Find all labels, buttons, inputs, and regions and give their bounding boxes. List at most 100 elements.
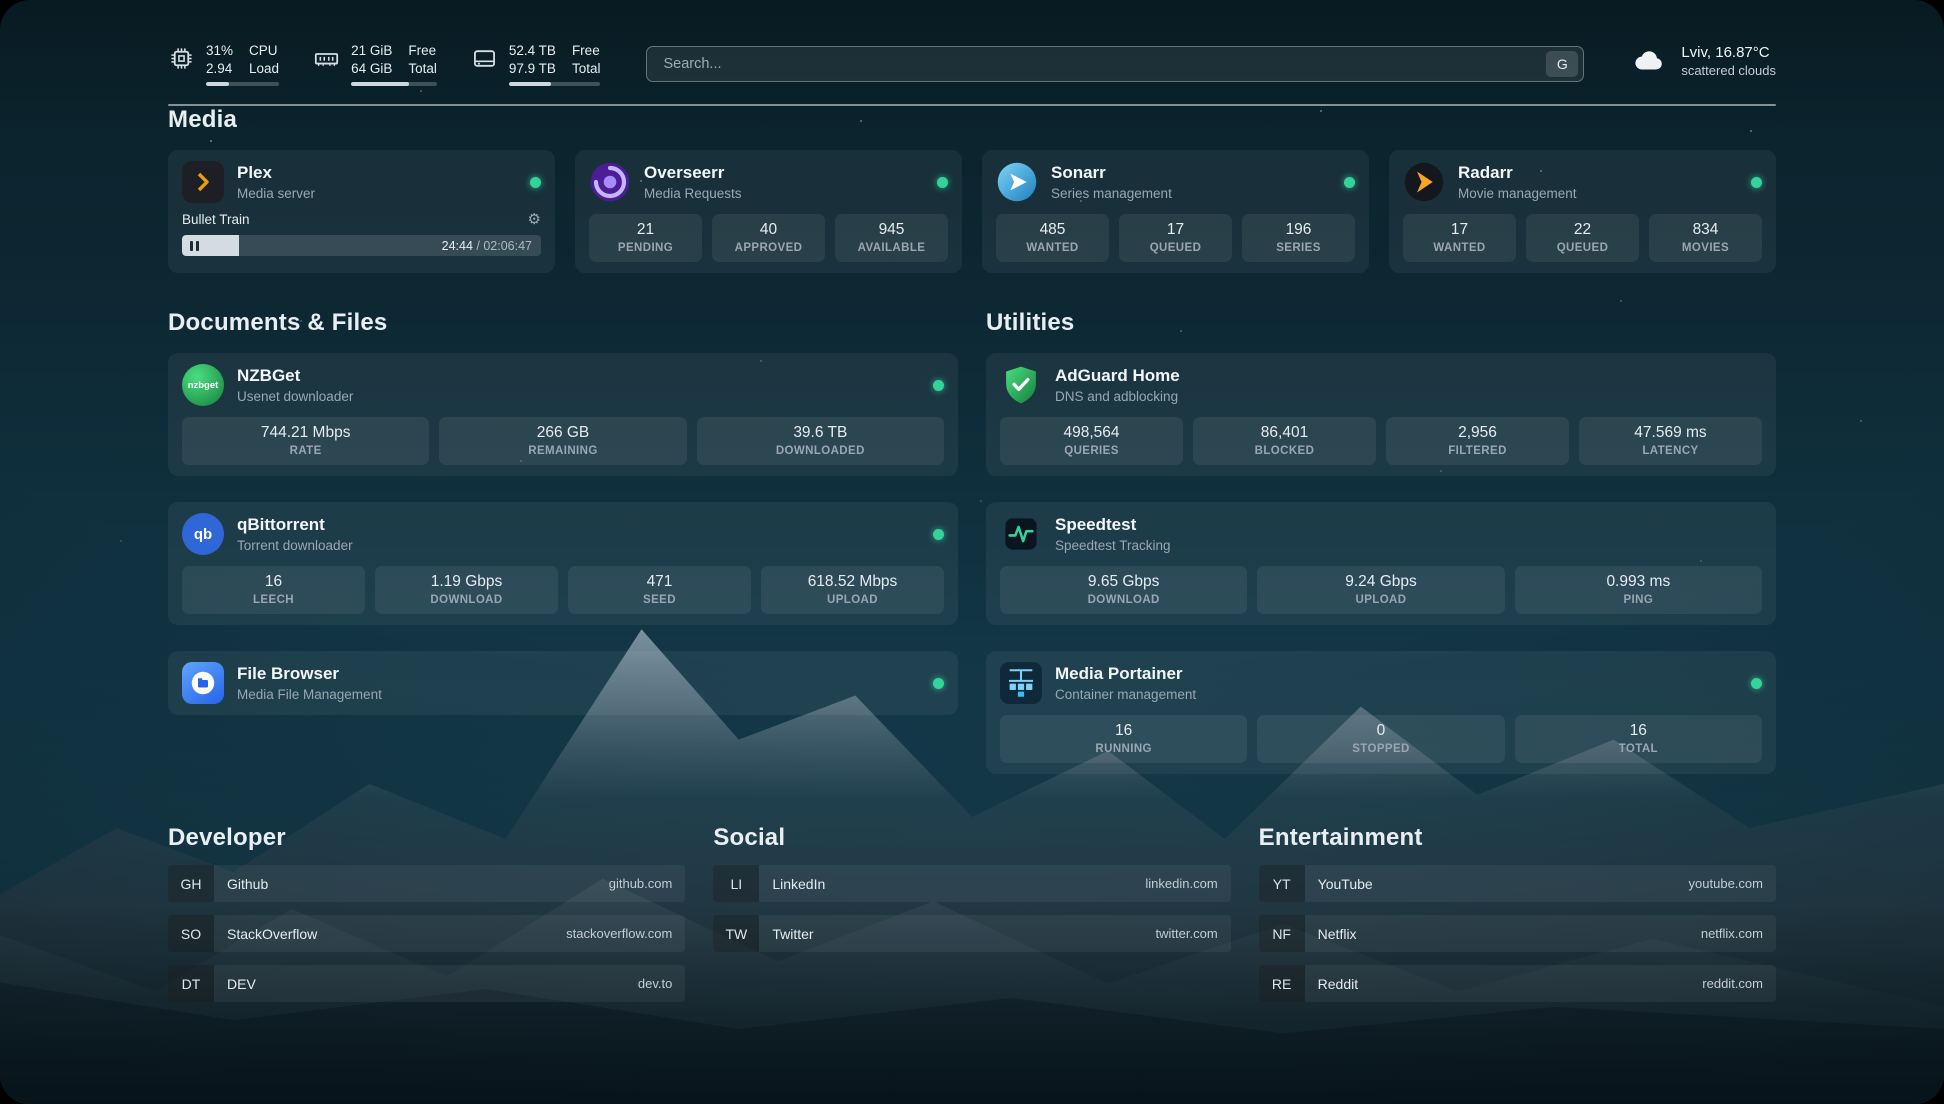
search-provider-button[interactable]: G <box>1546 51 1578 77</box>
memory-progress-bar <box>351 82 437 86</box>
disk-label-total: Total <box>572 60 601 78</box>
bookmark-abbr: DT <box>168 965 214 1002</box>
bookmark-abbr: NF <box>1259 915 1305 952</box>
radarr-icon <box>1403 161 1445 203</box>
stat-box: 2,956FILTERED <box>1386 417 1569 465</box>
service-subtitle: Torrent downloader <box>237 538 353 553</box>
stat-box: 498,564QUERIES <box>1000 417 1183 465</box>
utilities-column: Utilities AdGuard Home DNS and adblockin… <box>986 309 1776 774</box>
bookmark-group-social: Social LI LinkedIn linkedin.com TW Twitt… <box>713 824 1230 1002</box>
memory-label-free: Free <box>408 42 437 60</box>
stat-box: 16TOTAL <box>1515 715 1762 763</box>
stat-box: 945AVAILABLE <box>835 214 948 262</box>
bookmark-youtube[interactable]: YT YouTube youtube.com <box>1259 865 1776 902</box>
bookmark-name: LinkedIn <box>759 865 1145 902</box>
search-input[interactable] <box>661 55 1546 73</box>
stat-box: 485WANTED <box>996 214 1109 262</box>
stat-box: 17QUEUED <box>1119 214 1232 262</box>
stat-box: 471SEED <box>568 566 751 614</box>
stat-box: 9.24 GbpsUPLOAD <box>1257 566 1504 614</box>
service-name: Plex <box>237 163 315 183</box>
service-name: Overseerr <box>644 163 742 183</box>
service-card-qbittorrent[interactable]: qb qBittorrent Torrent downloader 16LEEC… <box>168 502 958 625</box>
cpu-label-2: Load <box>249 60 279 78</box>
service-name: AdGuard Home <box>1055 366 1180 386</box>
service-subtitle: DNS and adblocking <box>1055 389 1180 404</box>
stat-box: 618.52 MbpsUPLOAD <box>761 566 944 614</box>
service-name: File Browser <box>237 664 382 684</box>
bookmark-abbr: YT <box>1259 865 1305 902</box>
service-card-speedtest[interactable]: Speedtest Speedtest Tracking 9.65 GbpsDO… <box>986 502 1776 625</box>
weather-widget: Lviv, 16.87°C scattered clouds <box>1630 44 1776 78</box>
bookmark-stackoverflow[interactable]: SO StackOverflow stackoverflow.com <box>168 915 685 952</box>
stat-box: 266 GBREMAINING <box>439 417 686 465</box>
adguard-icon <box>1000 364 1042 406</box>
disk-value-total: 97.9 TB <box>509 60 556 78</box>
resource-widgets: 31% 2.94 CPU Load <box>168 42 600 86</box>
stat-box: 40APPROVED <box>712 214 825 262</box>
service-card-overseerr[interactable]: Overseerr Media Requests 21PENDING 40APP… <box>575 150 962 273</box>
status-dot <box>1344 177 1355 188</box>
service-card-filebrowser[interactable]: File Browser Media File Management <box>168 651 958 715</box>
bookmark-group-entertainment: Entertainment YT YouTube youtube.com NF … <box>1259 824 1776 1002</box>
section-title-documents: Documents & Files <box>168 309 958 337</box>
cpu-widget: 31% 2.94 CPU Load <box>168 42 279 86</box>
status-dot <box>933 380 944 391</box>
now-playing-title: Bullet Train <box>182 212 528 227</box>
memory-label-total: Total <box>408 60 437 78</box>
service-card-plex[interactable]: Plex Media server Bullet Train ⚙ 24:44 /… <box>168 150 555 273</box>
bookmark-abbr: GH <box>168 865 214 902</box>
bookmark-group-title: Entertainment <box>1259 824 1776 852</box>
bookmark-name: Github <box>214 865 609 902</box>
stat-box: 21PENDING <box>589 214 702 262</box>
bookmark-name: Netflix <box>1305 915 1701 952</box>
filebrowser-icon <box>182 662 224 704</box>
bookmark-name: Reddit <box>1305 965 1703 1002</box>
bookmark-twitter[interactable]: TW Twitter twitter.com <box>713 915 1230 952</box>
media-grid: Plex Media server Bullet Train ⚙ 24:44 /… <box>168 150 1776 273</box>
cpu-progress-bar <box>206 82 279 86</box>
service-name: Media Portainer <box>1055 664 1196 684</box>
bookmark-url: reddit.com <box>1702 965 1776 1002</box>
weather-description: scattered clouds <box>1681 63 1776 78</box>
service-card-radarr[interactable]: Radarr Movie management 17WANTED 22QUEUE… <box>1389 150 1776 273</box>
cpu-value-load: 2.94 <box>206 60 233 78</box>
dashboard-window: 31% 2.94 CPU Load <box>0 0 1944 1104</box>
service-subtitle: Media Requests <box>644 186 742 201</box>
bookmark-group-title: Developer <box>168 824 685 852</box>
bookmark-linkedin[interactable]: LI LinkedIn linkedin.com <box>713 865 1230 902</box>
playback-progress-bar: 24:44 / 02:06:47 <box>182 235 541 256</box>
memory-value-free: 21 GiB <box>351 42 392 60</box>
settings-icon[interactable]: ⚙ <box>528 212 541 227</box>
status-dot <box>530 177 541 188</box>
pause-icon[interactable] <box>190 241 199 251</box>
portainer-icon <box>1000 662 1042 704</box>
service-subtitle: Media server <box>237 186 315 201</box>
bookmark-url: linkedin.com <box>1145 865 1230 902</box>
bookmark-group-developer: Developer GH Github github.com SO StackO… <box>168 824 685 1002</box>
playback-time: 24:44 / 02:06:47 <box>442 239 532 253</box>
service-subtitle: Series management <box>1051 186 1172 201</box>
stat-box: 1.19 GbpsDOWNLOAD <box>375 566 558 614</box>
bookmark-abbr: SO <box>168 915 214 952</box>
section-title-media: Media <box>168 106 1776 134</box>
service-card-adguard[interactable]: AdGuard Home DNS and adblocking 498,564Q… <box>986 353 1776 476</box>
service-subtitle: Media File Management <box>237 687 382 702</box>
bookmark-github[interactable]: GH Github github.com <box>168 865 685 902</box>
bookmark-url: dev.to <box>638 965 685 1002</box>
bookmark-netflix[interactable]: NF Netflix netflix.com <box>1259 915 1776 952</box>
documents-column: Documents & Files nzbget NZBGet Usenet d… <box>168 309 958 774</box>
stat-box: 22QUEUED <box>1526 214 1639 262</box>
bookmark-dev[interactable]: DT DEV dev.to <box>168 965 685 1002</box>
bookmark-reddit[interactable]: RE Reddit reddit.com <box>1259 965 1776 1002</box>
disk-widget: 52.4 TB 97.9 TB Free Total <box>471 42 601 86</box>
weather-location: Lviv, 16.87°C <box>1681 44 1776 61</box>
service-card-sonarr[interactable]: Sonarr Series management 485WANTED 17QUE… <box>982 150 1369 273</box>
service-card-nzbget[interactable]: nzbget NZBGet Usenet downloader 744.21 M… <box>168 353 958 476</box>
service-card-portainer[interactable]: Media Portainer Container management 16R… <box>986 651 1776 774</box>
bookmark-url: twitter.com <box>1156 915 1231 952</box>
status-dot <box>937 177 948 188</box>
top-bar: 31% 2.94 CPU Load <box>168 42 1776 86</box>
cpu-value-percent: 31% <box>206 42 233 60</box>
service-subtitle: Container management <box>1055 687 1196 702</box>
